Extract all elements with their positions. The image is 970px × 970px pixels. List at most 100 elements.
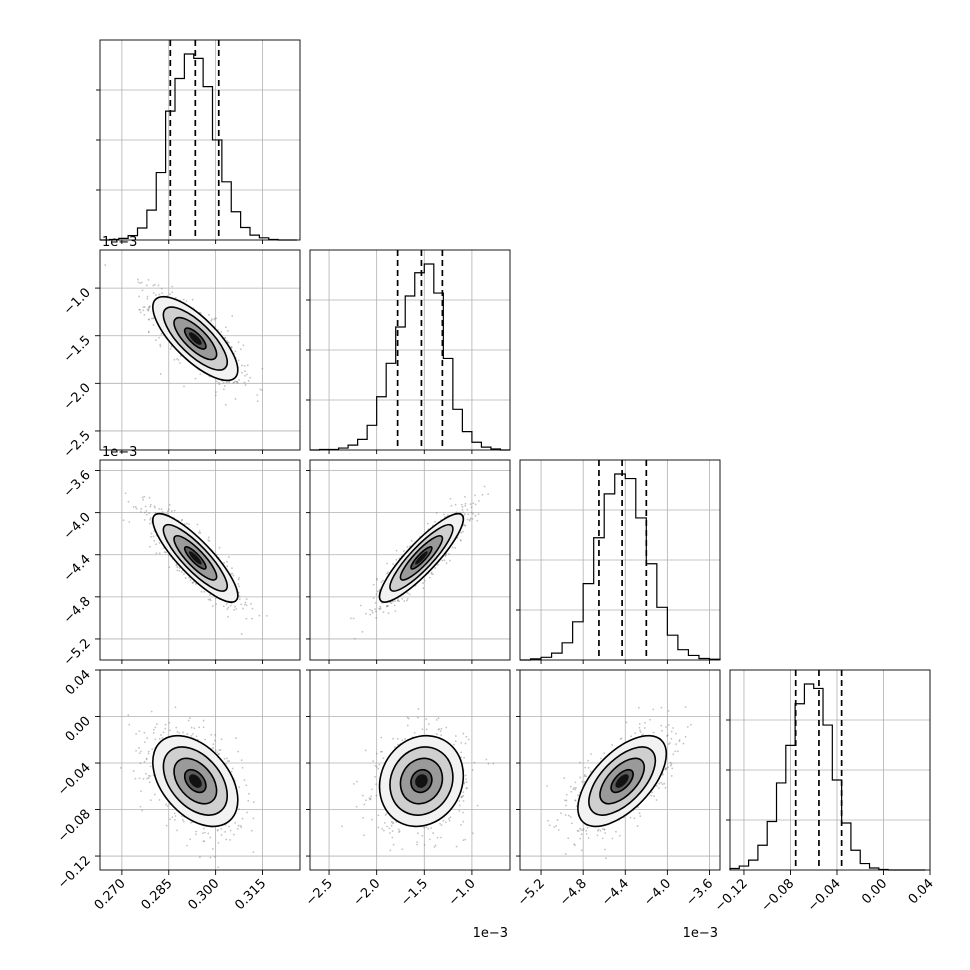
sample-point (238, 595, 241, 598)
sample-point (421, 834, 424, 837)
sample-point (644, 721, 646, 724)
sample-point (430, 827, 433, 829)
sample-point (209, 599, 212, 602)
x-tick-label: 0.270 (92, 876, 129, 913)
sample-point (462, 811, 464, 814)
sample-point (401, 848, 404, 851)
sample-point (639, 731, 642, 733)
sample-point (176, 358, 178, 360)
sample-point (238, 808, 240, 811)
sample-point (665, 767, 668, 770)
sample-point (214, 749, 217, 752)
sample-point (244, 374, 246, 377)
contour-line (399, 757, 444, 805)
sample-point (363, 834, 365, 837)
sample-point (180, 519, 183, 522)
sample-point (153, 283, 156, 286)
sample-point (402, 550, 405, 552)
sample-point (665, 767, 667, 770)
sample-point (603, 828, 606, 831)
sample-point (149, 503, 152, 506)
sample-point (176, 829, 178, 832)
sample-point (142, 498, 145, 501)
sample-point (567, 814, 570, 817)
sample-point (395, 821, 398, 823)
sample-point (235, 608, 238, 610)
sample-point (152, 323, 155, 326)
sample-point (176, 566, 179, 569)
sample-point (261, 367, 264, 370)
sample-point (652, 731, 655, 734)
sample-point (410, 539, 413, 542)
y-tick-label: −3.6 (61, 468, 94, 501)
sample-point (148, 307, 150, 309)
sample-point (159, 343, 162, 346)
sample-point (585, 833, 588, 835)
sample-point (460, 531, 463, 534)
sample-point (430, 571, 433, 574)
sample-point (237, 583, 240, 585)
sample-point (224, 336, 227, 339)
contour-line (389, 746, 454, 816)
sample-point (195, 583, 197, 585)
sample-point (161, 737, 164, 739)
x-offset-label: 1e−3 (473, 926, 508, 941)
sample-point (577, 794, 580, 797)
sample-point (670, 730, 673, 733)
sample-point (670, 763, 673, 766)
joint-panel-1-2 (309, 459, 511, 661)
sample-point (481, 493, 484, 496)
sample-point (156, 723, 158, 725)
contour-line (162, 523, 228, 592)
sample-point (672, 727, 674, 729)
sample-point (464, 838, 467, 841)
sample-point (226, 565, 229, 568)
sample-point (382, 829, 385, 832)
sample-point (193, 727, 196, 730)
sample-point (238, 598, 241, 601)
sample-point (492, 762, 495, 765)
y-tick-label: −2.5 (61, 428, 94, 461)
sample-point (438, 728, 441, 730)
sample-point (217, 841, 220, 844)
sample-point (229, 829, 232, 832)
sample-point (208, 313, 210, 316)
y-offset-label: 1e−3 (102, 235, 137, 250)
sample-point (148, 305, 151, 308)
sample-point (179, 362, 181, 364)
y-tick-label: −5.2 (61, 636, 94, 669)
sample-point (251, 607, 254, 610)
sample-point (386, 825, 388, 828)
sample-point (395, 558, 398, 561)
sample-point (203, 590, 206, 593)
sample-point (579, 827, 581, 830)
sample-point (238, 585, 241, 588)
panel-frame (99, 39, 301, 241)
sample-point (149, 765, 152, 768)
sample-point (454, 503, 457, 506)
sample-point (158, 552, 161, 555)
sample-point (148, 522, 151, 525)
sample-point (252, 801, 255, 804)
sample-point (454, 735, 457, 737)
contour-line (162, 746, 228, 816)
sample-point (427, 827, 430, 830)
sample-point (152, 317, 155, 320)
sample-point (216, 380, 218, 383)
sample-point (222, 605, 225, 608)
sample-point (398, 831, 400, 833)
sample-point (660, 781, 662, 784)
sample-point (386, 571, 389, 574)
sample-point (239, 825, 242, 827)
sample-point (237, 359, 240, 362)
sample-point (416, 841, 419, 844)
sample-point (657, 787, 660, 789)
sample-point (249, 376, 251, 379)
sample-point (243, 364, 246, 367)
sample-point (375, 593, 378, 596)
y-tick-label: −0.04 (55, 760, 94, 799)
sample-point (444, 821, 447, 824)
sample-point (224, 326, 227, 329)
sample-point (142, 306, 145, 308)
sample-point (245, 784, 248, 787)
